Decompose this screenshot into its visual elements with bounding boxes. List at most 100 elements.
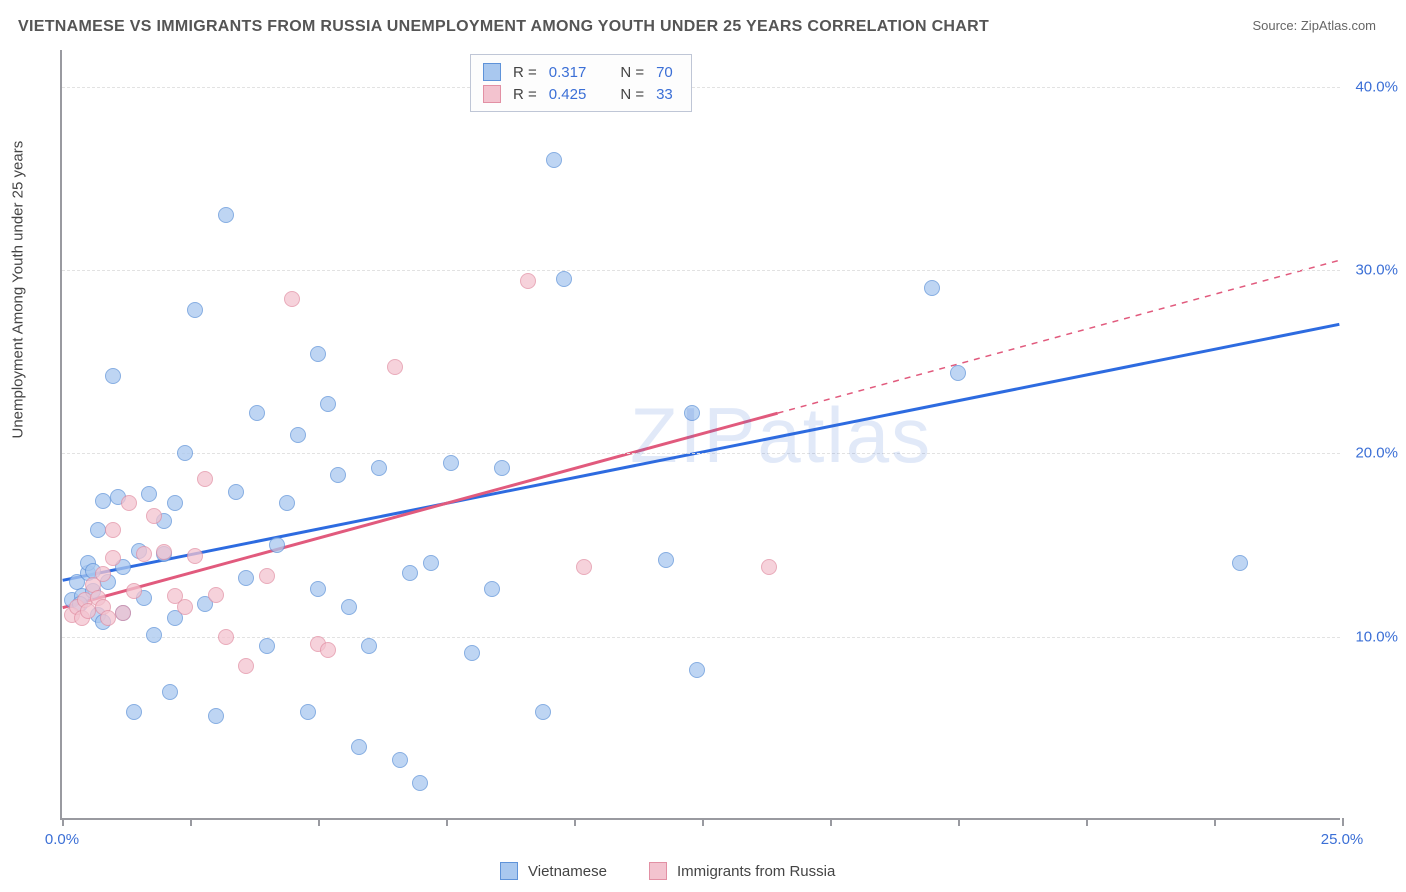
legend-label: Vietnamese (528, 863, 607, 880)
x-tick (318, 818, 320, 826)
scatter-point (320, 396, 336, 412)
scatter-point (351, 739, 367, 755)
scatter-point (556, 271, 572, 287)
scatter-point (259, 638, 275, 654)
chart-title: VIETNAMESE VS IMMIGRANTS FROM RUSSIA UNE… (18, 18, 989, 36)
y-tick-label: 20.0% (1355, 445, 1398, 462)
series-legend: Vietnamese Immigrants from Russia (500, 862, 835, 880)
x-tick (574, 818, 576, 826)
scatter-point (95, 566, 111, 582)
scatter-point (121, 495, 137, 511)
r-label: R = (513, 64, 537, 81)
x-tick (1214, 818, 1216, 826)
scatter-point (546, 152, 562, 168)
scatter-point (105, 368, 121, 384)
legend-row: R = 0.425 N = 33 (483, 83, 673, 105)
legend-swatch (500, 862, 518, 880)
scatter-point (320, 642, 336, 658)
scatter-point (300, 704, 316, 720)
scatter-point (177, 599, 193, 615)
scatter-point (392, 752, 408, 768)
scatter-point (290, 427, 306, 443)
n-value: 70 (656, 64, 673, 81)
scatter-point (208, 708, 224, 724)
scatter-point (484, 581, 500, 597)
scatter-point (387, 359, 403, 375)
scatter-point (105, 522, 121, 538)
scatter-point (141, 486, 157, 502)
r-value: 0.425 (549, 86, 587, 103)
scatter-point (187, 302, 203, 318)
scatter-point (658, 552, 674, 568)
scatter-point (950, 365, 966, 381)
scatter-point (443, 455, 459, 471)
scatter-point (115, 605, 131, 621)
scatter-point (684, 405, 700, 421)
scatter-point (156, 544, 172, 560)
scatter-point (535, 704, 551, 720)
scatter-point (520, 273, 536, 289)
r-label: R = (513, 86, 537, 103)
scatter-point (95, 493, 111, 509)
source-label: Source: ZipAtlas.com (1252, 18, 1376, 33)
scatter-point (269, 537, 285, 553)
x-tick (190, 818, 192, 826)
legend-row: R = 0.317 N = 70 (483, 61, 673, 83)
scatter-point (218, 207, 234, 223)
scatter-point (177, 445, 193, 461)
gridline (62, 270, 1340, 271)
scatter-point (162, 684, 178, 700)
trend-line (63, 413, 778, 608)
x-tick (1342, 818, 1344, 826)
scatter-point (249, 405, 265, 421)
y-axis-label: Unemployment Among Youth under 25 years (10, 141, 27, 439)
legend-swatch (483, 63, 501, 81)
x-tick (702, 818, 704, 826)
n-label: N = (620, 86, 644, 103)
scatter-point (126, 704, 142, 720)
gridline (62, 637, 1340, 638)
trend-line (63, 324, 1340, 580)
legend-swatch (649, 862, 667, 880)
plot-area: 10.0%20.0%30.0%40.0%0.0%25.0% (60, 50, 1340, 820)
scatter-point (146, 508, 162, 524)
scatter-point (576, 559, 592, 575)
x-tick-label: 0.0% (45, 831, 79, 848)
scatter-point (330, 467, 346, 483)
y-tick-label: 40.0% (1355, 78, 1398, 95)
r-value: 0.317 (549, 64, 587, 81)
scatter-point (402, 565, 418, 581)
scatter-point (80, 603, 96, 619)
gridline (62, 87, 1340, 88)
scatter-point (761, 559, 777, 575)
correlation-legend: R = 0.317 N = 70 R = 0.425 N = 33 (470, 54, 692, 112)
scatter-point (284, 291, 300, 307)
legend-item: Vietnamese (500, 862, 607, 880)
x-tick (1086, 818, 1088, 826)
scatter-point (187, 548, 203, 564)
scatter-point (259, 568, 275, 584)
n-value: 33 (656, 86, 673, 103)
scatter-point (341, 599, 357, 615)
scatter-point (361, 638, 377, 654)
legend-swatch (483, 85, 501, 103)
scatter-point (167, 495, 183, 511)
scatter-point (228, 484, 244, 500)
x-tick (958, 818, 960, 826)
scatter-point (197, 471, 213, 487)
legend-item: Immigrants from Russia (649, 862, 835, 880)
scatter-point (105, 550, 121, 566)
x-tick (830, 818, 832, 826)
legend-label: Immigrants from Russia (677, 863, 835, 880)
scatter-point (371, 460, 387, 476)
scatter-point (494, 460, 510, 476)
scatter-point (924, 280, 940, 296)
scatter-point (100, 610, 116, 626)
gridline (62, 453, 1340, 454)
scatter-point (310, 581, 326, 597)
scatter-point (136, 546, 152, 562)
n-label: N = (620, 64, 644, 81)
scatter-point (423, 555, 439, 571)
trend-line-extrapolated (778, 260, 1340, 413)
scatter-point (238, 570, 254, 586)
